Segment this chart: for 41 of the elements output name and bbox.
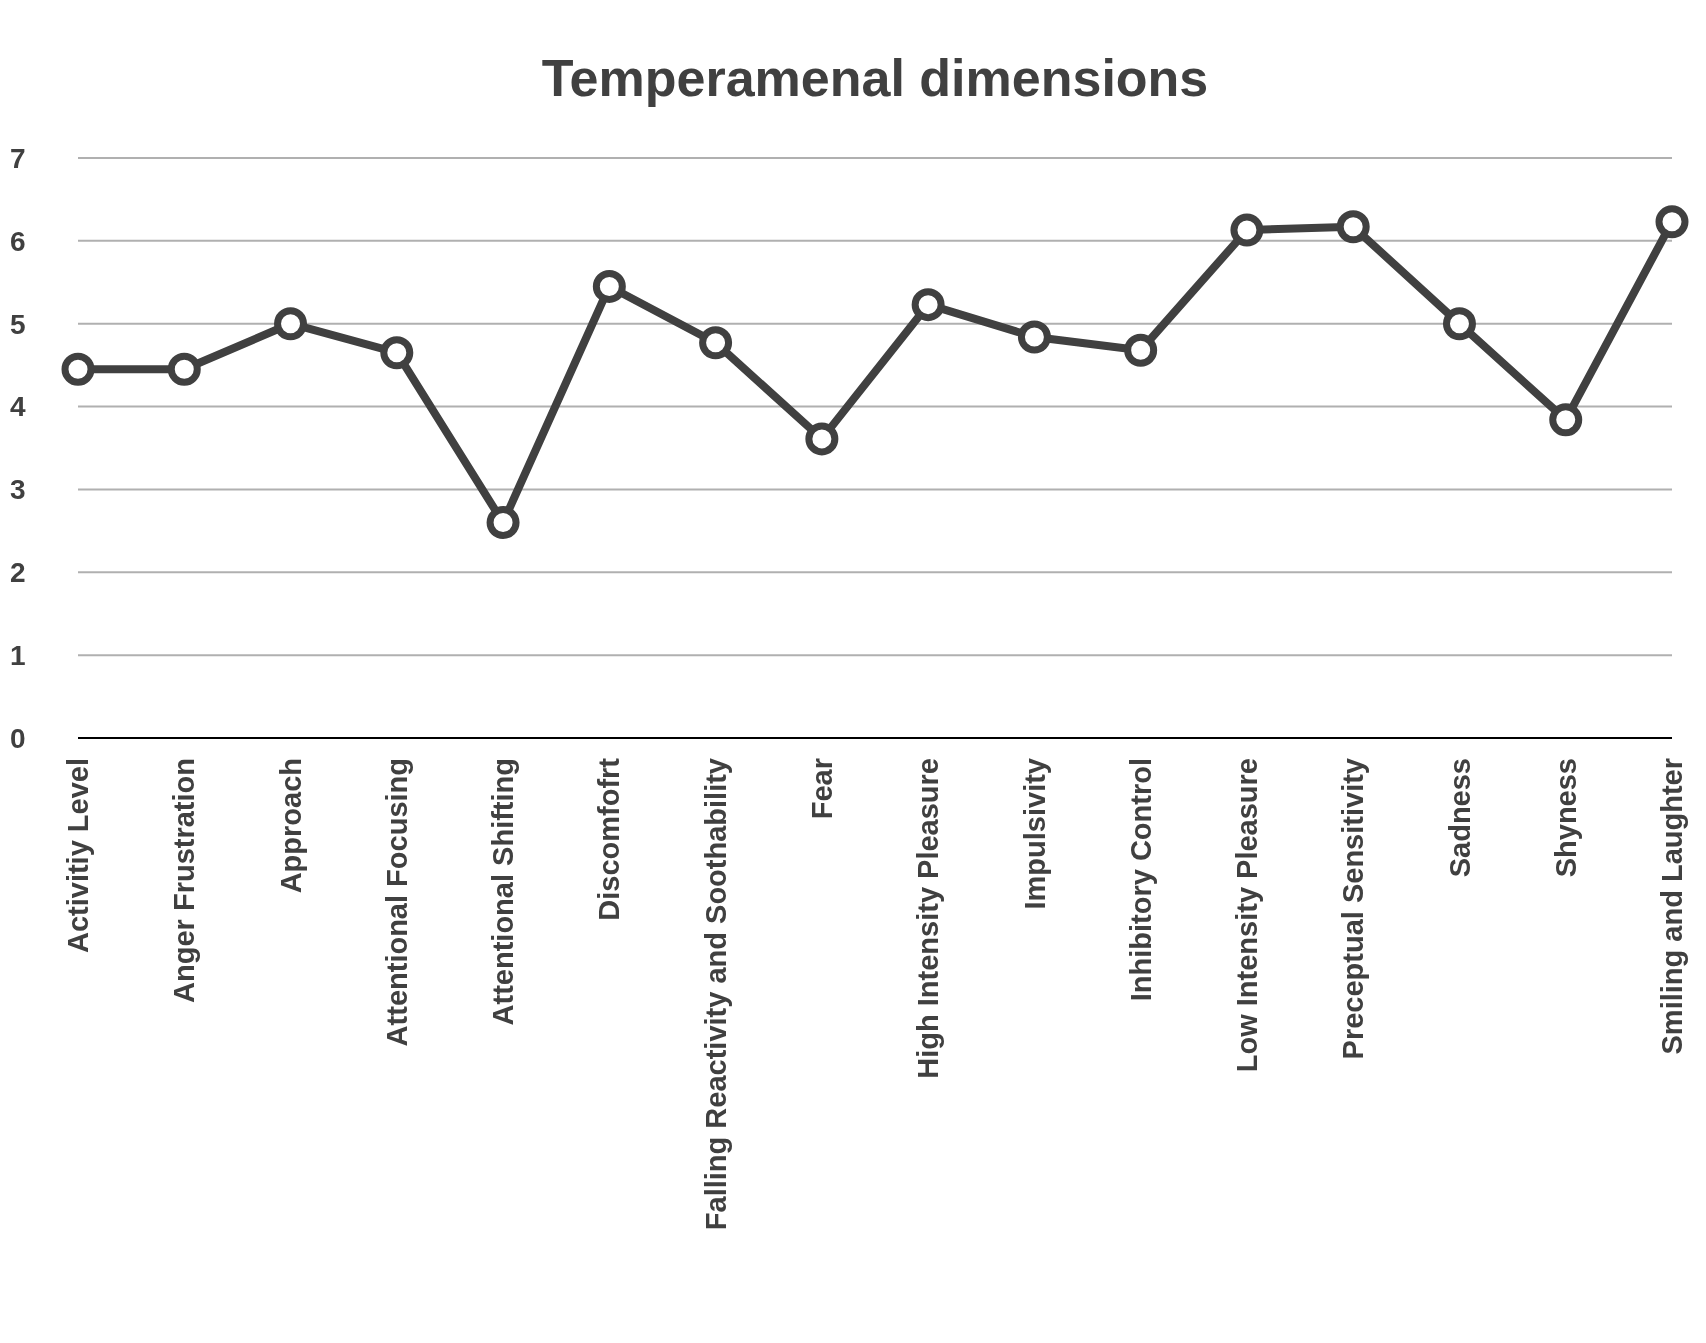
y-tick-label: 7 <box>10 142 26 174</box>
x-tick-label: Smiling and Laughter <box>1656 758 1689 1055</box>
y-tick-label: 4 <box>10 391 26 423</box>
x-tick-label: Anger Frustration <box>168 758 201 1003</box>
point <box>699 326 733 360</box>
point <box>911 288 945 322</box>
y-tick-label: 6 <box>10 225 26 257</box>
y-tick-label: 0 <box>10 722 26 754</box>
y-tick-label: 5 <box>10 308 26 340</box>
point <box>61 352 95 386</box>
point <box>1017 320 1051 354</box>
point <box>592 269 626 303</box>
chart-title: Temperamenal dimensions <box>541 49 1209 107</box>
point <box>1230 213 1264 247</box>
point <box>1549 403 1583 437</box>
point <box>167 352 201 386</box>
x-tick-label: Discomfofrt <box>593 757 626 921</box>
x-tick-label: Shyness <box>1549 758 1582 878</box>
point <box>486 506 520 540</box>
point <box>1336 210 1370 244</box>
x-tick-label: Approach <box>274 758 307 894</box>
point <box>1655 205 1689 239</box>
x-tick-label: Fear <box>806 758 839 820</box>
x-tick-label: Activitiy Level <box>62 758 95 954</box>
y-tick-label: 2 <box>10 557 26 589</box>
x-tick-label: Attentional Focusing <box>380 758 413 1047</box>
point <box>380 336 414 370</box>
point <box>1124 333 1158 367</box>
x-tick-label: Impulsivity <box>1018 758 1051 910</box>
x-tick-label: Preceptual Sensitivity <box>1337 758 1370 1060</box>
y-tick-label: 3 <box>10 474 26 506</box>
point <box>274 307 308 341</box>
point <box>1442 307 1476 341</box>
x-tick-label: Inhibitory Control <box>1124 758 1157 1002</box>
x-tick-label: High Intensity Pleasure <box>912 758 945 1079</box>
x-tick-label: Falling Reactivity and Soothability <box>699 758 732 1231</box>
point <box>805 422 839 456</box>
x-tick-label: Low Intensity Pleasure <box>1231 758 1264 1073</box>
x-tick-label: Attentional Shifting <box>487 758 520 1026</box>
y-tick-label: 1 <box>10 639 26 671</box>
x-tick-label: Sadness <box>1443 758 1476 878</box>
